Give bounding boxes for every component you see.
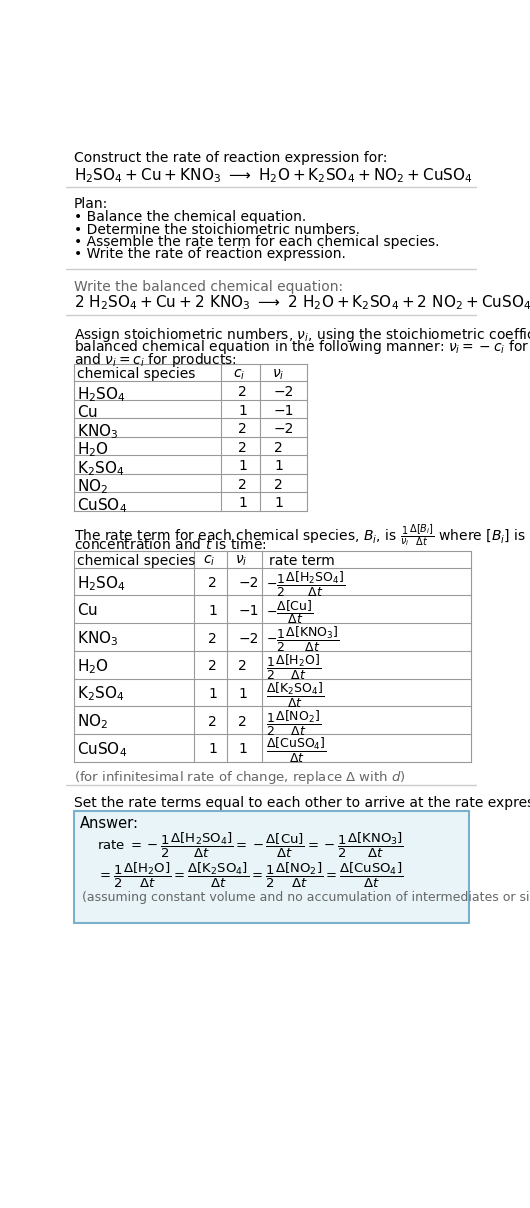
Text: chemical species: chemical species — [77, 553, 196, 568]
Text: balanced chemical equation in the following manner: $\nu_i = -c_i$ for reactants: balanced chemical equation in the follow… — [74, 338, 530, 356]
Text: 2: 2 — [274, 441, 282, 454]
Text: concentration and $t$ is time:: concentration and $t$ is time: — [74, 536, 267, 552]
Text: $\dfrac{\Delta[\mathrm{K_2SO_4}]}{\Delta t}$: $\dfrac{\Delta[\mathrm{K_2SO_4}]}{\Delta… — [266, 681, 324, 710]
Text: The rate term for each chemical species, $B_i$, is $\frac{1}{\nu_i}\frac{\Delta[: The rate term for each chemical species,… — [74, 523, 530, 550]
Text: −1: −1 — [238, 604, 259, 617]
Text: 1: 1 — [238, 403, 247, 418]
Text: Set the rate terms equal to each other to arrive at the rate expression:: Set the rate terms equal to each other t… — [74, 796, 530, 809]
Text: $\mathrm{NO_2}$: $\mathrm{NO_2}$ — [77, 477, 108, 496]
Text: (for infinitesimal rate of change, replace $\Delta$ with $d$): (for infinitesimal rate of change, repla… — [74, 769, 406, 786]
Text: $-\dfrac{1}{2}\dfrac{\Delta[\mathrm{H_2SO_4}]}{\Delta t}$: $-\dfrac{1}{2}\dfrac{\Delta[\mathrm{H_2S… — [266, 570, 346, 599]
Text: $= \dfrac{1}{2}\dfrac{\Delta[\mathrm{H_2O}]}{\Delta t}= \dfrac{\Delta[\mathrm{K_: $= \dfrac{1}{2}\dfrac{\Delta[\mathrm{H_2… — [97, 860, 404, 889]
Text: 2: 2 — [238, 715, 247, 728]
Text: $\nu_i$: $\nu_i$ — [271, 367, 284, 382]
Text: Answer:: Answer: — [80, 815, 139, 831]
Text: $\mathrm{K_2SO_4}$: $\mathrm{K_2SO_4}$ — [77, 685, 125, 703]
Text: 1: 1 — [208, 604, 217, 617]
Text: $-\dfrac{\Delta[\mathrm{Cu}]}{\Delta t}$: $-\dfrac{\Delta[\mathrm{Cu}]}{\Delta t}$ — [266, 598, 314, 626]
Text: $\mathrm{KNO_3}$: $\mathrm{KNO_3}$ — [77, 629, 119, 647]
Text: $\nu_i$: $\nu_i$ — [235, 553, 248, 568]
Text: −2: −2 — [274, 385, 294, 399]
Text: • Write the rate of reaction expression.: • Write the rate of reaction expression. — [74, 248, 346, 261]
Text: 2: 2 — [208, 660, 217, 673]
Text: −1: −1 — [274, 403, 295, 418]
Text: 2: 2 — [238, 441, 247, 454]
Text: Construct the rate of reaction expression for:: Construct the rate of reaction expressio… — [74, 151, 387, 165]
Text: $-\dfrac{1}{2}\dfrac{\Delta[\mathrm{KNO_3}]}{\Delta t}$: $-\dfrac{1}{2}\dfrac{\Delta[\mathrm{KNO_… — [266, 626, 340, 655]
Text: 1: 1 — [238, 459, 247, 474]
Text: $\mathrm{Cu}$: $\mathrm{Cu}$ — [77, 403, 98, 419]
Text: 1: 1 — [208, 743, 217, 756]
Text: $\mathrm{CuSO_4}$: $\mathrm{CuSO_4}$ — [77, 741, 127, 759]
Text: 2: 2 — [238, 660, 247, 673]
Text: $\mathrm{H_2SO_4 + Cu + KNO_3 \ \longrightarrow \ H_2O + K_2SO_4 + NO_2 + CuSO_4: $\mathrm{H_2SO_4 + Cu + KNO_3 \ \longrig… — [74, 167, 473, 185]
Text: $\mathrm{Cu}$: $\mathrm{Cu}$ — [77, 602, 98, 617]
Text: $\dfrac{1}{2}\dfrac{\Delta[\mathrm{H_2O}]}{\Delta t}$: $\dfrac{1}{2}\dfrac{\Delta[\mathrm{H_2O}… — [266, 654, 321, 683]
Text: 1: 1 — [238, 496, 247, 510]
Text: $\dfrac{1}{2}\dfrac{\Delta[\mathrm{NO_2}]}{\Delta t}$: $\dfrac{1}{2}\dfrac{\Delta[\mathrm{NO_2}… — [266, 709, 321, 738]
Text: $\mathrm{KNO_3}$: $\mathrm{KNO_3}$ — [77, 422, 119, 441]
Text: $\mathrm{CuSO_4}$: $\mathrm{CuSO_4}$ — [77, 496, 127, 515]
Text: $\mathrm{K_2SO_4}$: $\mathrm{K_2SO_4}$ — [77, 459, 125, 478]
Text: • Balance the chemical equation.: • Balance the chemical equation. — [74, 210, 306, 225]
Text: 2: 2 — [238, 385, 247, 399]
Text: Assign stoichiometric numbers, $\nu_i$, using the stoichiometric coefficients, $: Assign stoichiometric numbers, $\nu_i$, … — [74, 326, 530, 344]
Text: rate $= -\dfrac{1}{2}\dfrac{\Delta[\mathrm{H_2SO_4}]}{\Delta t}= -\dfrac{\Delta[: rate $= -\dfrac{1}{2}\dfrac{\Delta[\math… — [97, 831, 404, 860]
Text: 2: 2 — [208, 576, 217, 591]
Text: 2: 2 — [208, 715, 217, 728]
Text: $\mathrm{H_2SO_4}$: $\mathrm{H_2SO_4}$ — [77, 385, 126, 403]
Text: $c_i$: $c_i$ — [204, 553, 216, 568]
Text: Plan:: Plan: — [74, 197, 108, 211]
Text: 1: 1 — [274, 459, 283, 474]
Text: $c_i$: $c_i$ — [233, 367, 245, 382]
Text: 1: 1 — [238, 743, 247, 756]
Text: 2: 2 — [238, 422, 247, 436]
Text: • Determine the stoichiometric numbers.: • Determine the stoichiometric numbers. — [74, 222, 360, 237]
Text: chemical species: chemical species — [77, 367, 196, 382]
FancyBboxPatch shape — [74, 811, 469, 923]
Text: $\mathrm{NO_2}$: $\mathrm{NO_2}$ — [77, 713, 108, 731]
Text: 2: 2 — [238, 477, 247, 492]
Text: 1: 1 — [238, 687, 247, 701]
Text: −2: −2 — [238, 632, 259, 645]
Text: 2: 2 — [274, 477, 282, 492]
Text: 1: 1 — [274, 496, 283, 510]
Text: $\mathrm{H_2O}$: $\mathrm{H_2O}$ — [77, 441, 109, 459]
Text: $\mathrm{H_2SO_4}$: $\mathrm{H_2SO_4}$ — [77, 574, 126, 593]
Text: $\dfrac{\Delta[\mathrm{CuSO_4}]}{\Delta t}$: $\dfrac{\Delta[\mathrm{CuSO_4}]}{\Delta … — [266, 737, 327, 766]
Text: $\mathrm{2\ H_2SO_4 + Cu + 2\ KNO_3 \ \longrightarrow \ 2\ H_2O + K_2SO_4 + 2\ N: $\mathrm{2\ H_2SO_4 + Cu + 2\ KNO_3 \ \l… — [74, 294, 530, 313]
Text: • Assemble the rate term for each chemical species.: • Assemble the rate term for each chemic… — [74, 236, 439, 249]
Text: 1: 1 — [208, 687, 217, 701]
Text: −2: −2 — [274, 422, 294, 436]
Text: (assuming constant volume and no accumulation of intermediates or side products): (assuming constant volume and no accumul… — [82, 892, 530, 904]
Text: Write the balanced chemical equation:: Write the balanced chemical equation: — [74, 280, 343, 294]
Text: and $\nu_i = c_i$ for products:: and $\nu_i = c_i$ for products: — [74, 350, 237, 368]
Text: rate term: rate term — [269, 553, 335, 568]
Text: $\mathrm{H_2O}$: $\mathrm{H_2O}$ — [77, 657, 109, 675]
Text: 2: 2 — [208, 632, 217, 645]
Text: −2: −2 — [238, 576, 259, 591]
